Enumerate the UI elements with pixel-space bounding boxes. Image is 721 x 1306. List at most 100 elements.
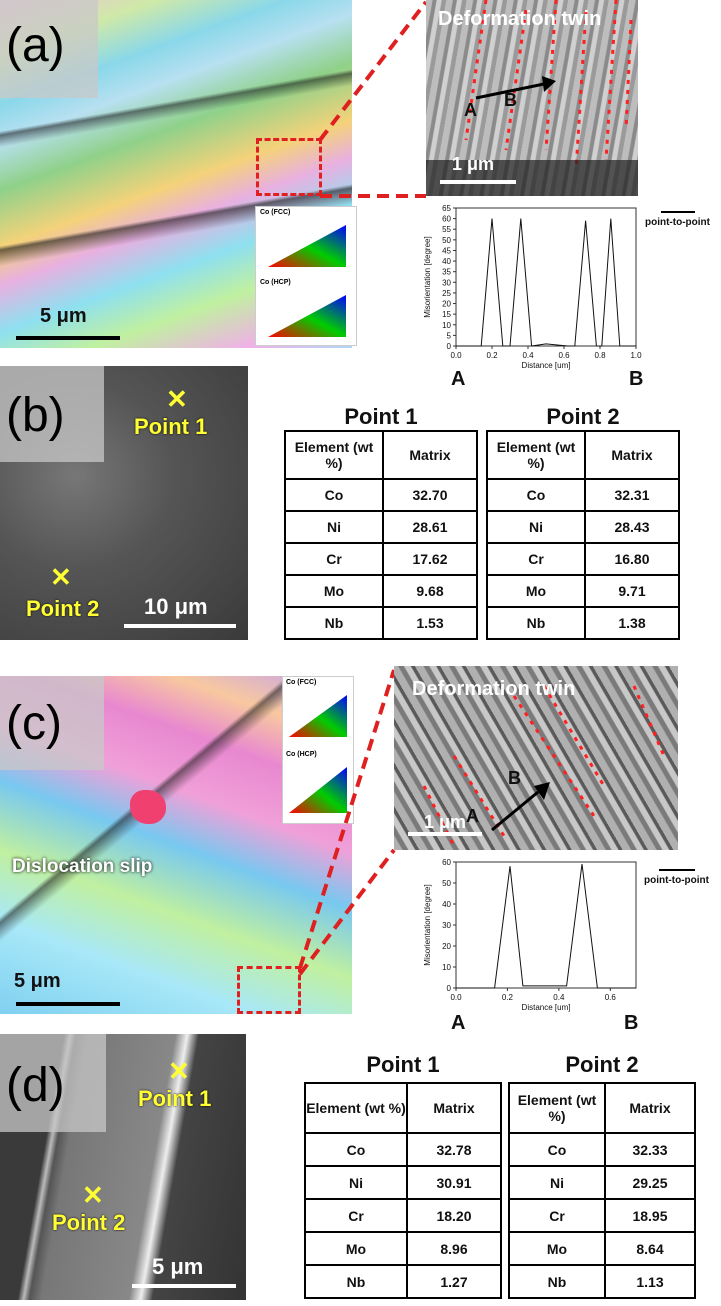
twin-inset-c: Deformation twin A B 1 μm	[394, 666, 678, 850]
y-tick-label: 10	[442, 963, 451, 972]
label-backdrop-a	[0, 0, 98, 98]
cell-value: 1.53	[382, 606, 478, 640]
cell-element: Ni	[284, 510, 384, 544]
cell-element: Co	[508, 1132, 606, 1167]
cell-element: Cr	[304, 1198, 408, 1233]
table1-title-b: Point 1	[344, 404, 418, 429]
panel-label-b: (b)	[6, 389, 65, 442]
cell-value: 9.71	[584, 574, 680, 608]
arrow-c	[491, 782, 550, 832]
ipf-fcc-label: Co (FCC)	[260, 209, 291, 216]
y-axis-label: Misorientation [degree]	[423, 236, 432, 317]
header-element: Element (wt %)	[304, 1082, 408, 1134]
cell-value: 32.33	[604, 1132, 696, 1167]
y-axis-label: Misorientation [degree]	[423, 884, 432, 965]
x-tick-label: 0.0	[450, 993, 462, 1002]
header-element: Element (wt %)	[284, 430, 384, 480]
ipf-legend-a: Co (FCC) Co (HCP)	[255, 206, 357, 346]
x-tick-label: 0.6	[605, 993, 617, 1002]
cell-value: 18.95	[604, 1198, 696, 1233]
y-tick-label: 5	[447, 331, 452, 340]
inset-scale-label-a: 1 μm	[452, 154, 495, 174]
label-backdrop-b	[0, 366, 104, 462]
header-matrix: Matrix	[584, 430, 680, 480]
composition-table-b1: Element (wt %) Matrix Co 32.70 Ni 28.61 Cr…	[284, 430, 478, 640]
y-tick-label: 50	[442, 236, 451, 245]
zoom-lines-c	[298, 669, 396, 976]
point2-marker-b: ✕	[50, 562, 72, 592]
scale-bar-d	[132, 1284, 236, 1288]
cell-element: Co	[486, 478, 586, 512]
marker-a-start: A	[464, 100, 477, 120]
scale-label-a: 5 μm	[40, 305, 87, 327]
cell-element: Nb	[284, 606, 384, 640]
cell-element: Co	[304, 1132, 408, 1167]
inset-scale-bar-c	[408, 832, 482, 836]
scale-label-d: 5 μm	[152, 1254, 204, 1279]
series-line	[456, 864, 636, 989]
y-tick-label: 15	[442, 310, 451, 319]
cell-value: 16.80	[584, 542, 680, 576]
cell-value: 29.25	[604, 1165, 696, 1200]
panel-label-a: (a)	[6, 19, 65, 72]
profile-end-c: B	[624, 1012, 639, 1034]
cell-value: 1.13	[604, 1264, 696, 1299]
table1-title-d: Point 1	[366, 1052, 440, 1077]
legend-label-a: point-to-point	[645, 217, 710, 228]
y-tick-label: 60	[442, 858, 451, 867]
point2-marker-d: ✕	[82, 1180, 104, 1210]
cell-value: 8.64	[604, 1231, 696, 1266]
cell-element: Cr	[284, 542, 384, 576]
cell-value: 32.70	[382, 478, 478, 512]
composition-table-d2: Element (wt %) Matrix Co 32.33 Ni 29.25 Cr…	[508, 1082, 696, 1299]
profile-start-c: A	[451, 1012, 466, 1034]
point1-marker-b: ✕	[166, 384, 188, 414]
marker-c-end: B	[508, 768, 521, 788]
point1-marker-d: ✕	[168, 1056, 190, 1086]
y-tick-label: 0	[447, 342, 452, 351]
y-tick-label: 40	[442, 257, 451, 266]
cell-value: 28.61	[382, 510, 478, 544]
ipf-triangle-hcp	[289, 767, 347, 813]
y-tick-label: 55	[442, 225, 451, 234]
cell-element: Ni	[304, 1165, 408, 1200]
header-matrix: Matrix	[604, 1082, 696, 1134]
cell-element: Mo	[304, 1231, 408, 1266]
zoom-lines-a	[318, 0, 428, 198]
composition-table-d1: Element (wt %) Matrix Co 32.78 Ni 30.91 Cr…	[304, 1082, 502, 1299]
legend-line-a	[661, 211, 695, 213]
ipf-triangle-fcc	[289, 695, 347, 737]
x-tick-label: 0.8	[594, 351, 606, 360]
cell-element: Ni	[508, 1165, 606, 1200]
twin-boundaries-c	[422, 685, 666, 847]
scale-bar-b	[124, 624, 236, 628]
misorientation-chart-c: 0 10 20 30 40 50 60 0.0 0.2 0.4 0.6 Distance [um] Mi…	[423, 858, 637, 1012]
x-axis-label: Distance [um]	[522, 1003, 571, 1012]
header-matrix: Matrix	[382, 430, 478, 480]
legend-line-c	[659, 869, 695, 871]
twin-boundaries-a	[426, 0, 638, 196]
cell-value: 9.68	[382, 574, 478, 608]
cell-element: Cr	[486, 542, 586, 576]
scale-bar-a	[16, 336, 120, 340]
grain-c	[130, 790, 166, 824]
marker-a-end: B	[504, 90, 517, 110]
cell-element: Nb	[508, 1264, 606, 1299]
twin-inset-a: Deformation twin A B 1 μm	[426, 0, 638, 196]
x-tick-label: 0.4	[553, 993, 565, 1002]
composition-table-b2: Element (wt %) Matrix Co 32.31 Ni 28.43 Cr…	[486, 430, 680, 640]
cell-value: 1.27	[406, 1264, 502, 1299]
panel-label-c: (c)	[6, 697, 62, 750]
cell-element: Mo	[486, 574, 586, 608]
cell-element: Nb	[304, 1264, 408, 1299]
y-tick-label: 60	[442, 215, 451, 224]
cell-value: 30.91	[406, 1165, 502, 1200]
profile-end-a: B	[629, 368, 644, 390]
ipf-triangle-fcc	[268, 225, 346, 267]
y-tick-label: 35	[442, 268, 451, 277]
ipf-triangle-hcp	[268, 295, 346, 337]
ipf-legend-c: Co (FCC) Co (HCP)	[282, 676, 354, 824]
y-tick-label: 30	[442, 278, 451, 287]
y-tick-label: 10	[442, 321, 451, 330]
plot-frame	[455, 861, 637, 989]
